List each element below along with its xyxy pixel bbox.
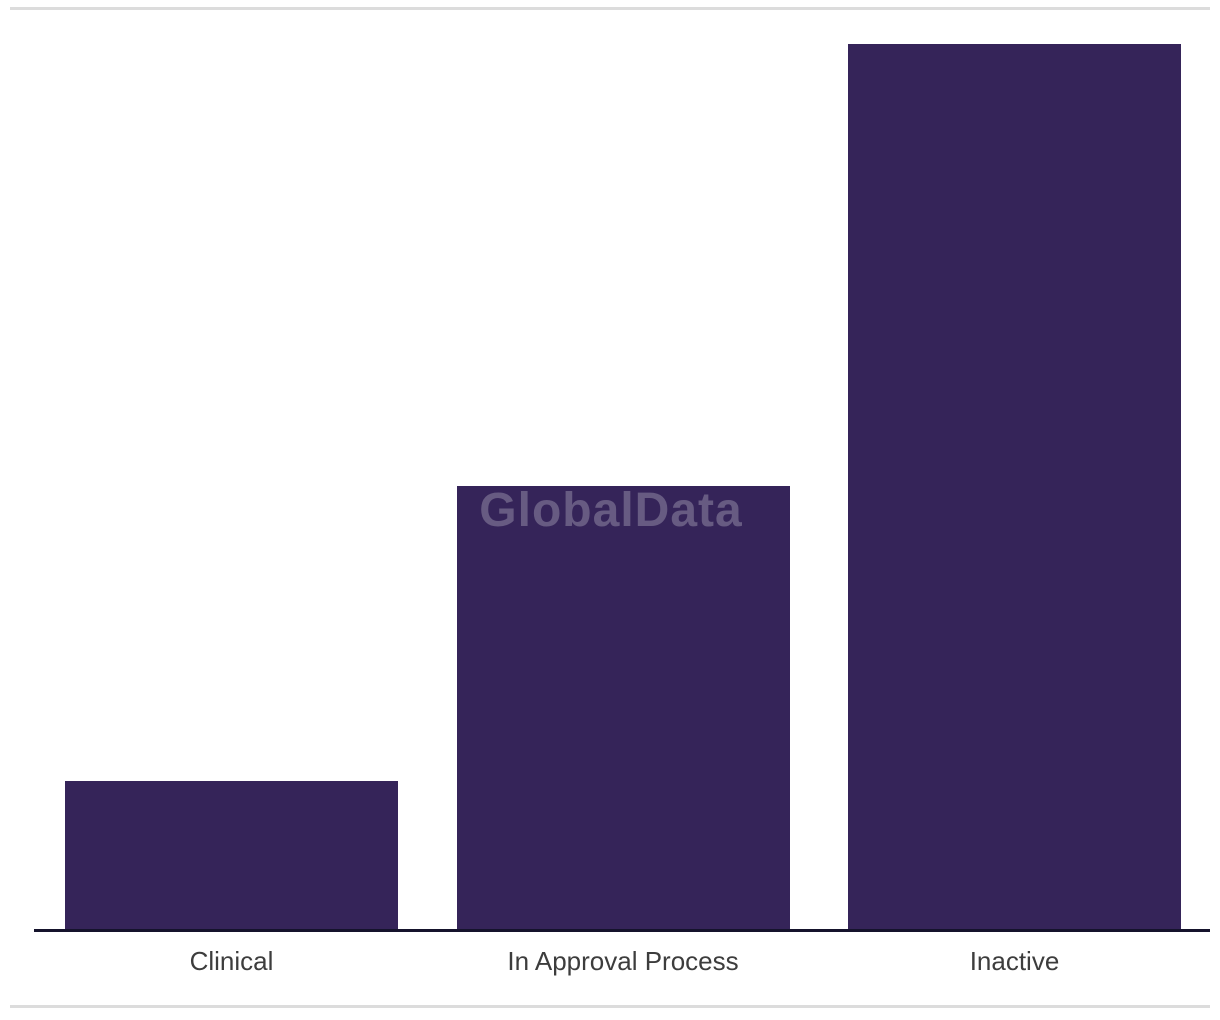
x-axis-line xyxy=(34,929,1210,932)
x-axis-label: In Approval Process xyxy=(507,946,739,976)
bottom-divider xyxy=(10,1005,1210,1008)
bar-inactive xyxy=(848,44,1181,929)
x-axis-label: Inactive xyxy=(969,946,1060,976)
bar-in-approval-process xyxy=(456,486,790,929)
x-axis-label: Clinical xyxy=(189,946,274,976)
top-divider xyxy=(10,7,1210,10)
bar-clinical xyxy=(65,781,398,929)
